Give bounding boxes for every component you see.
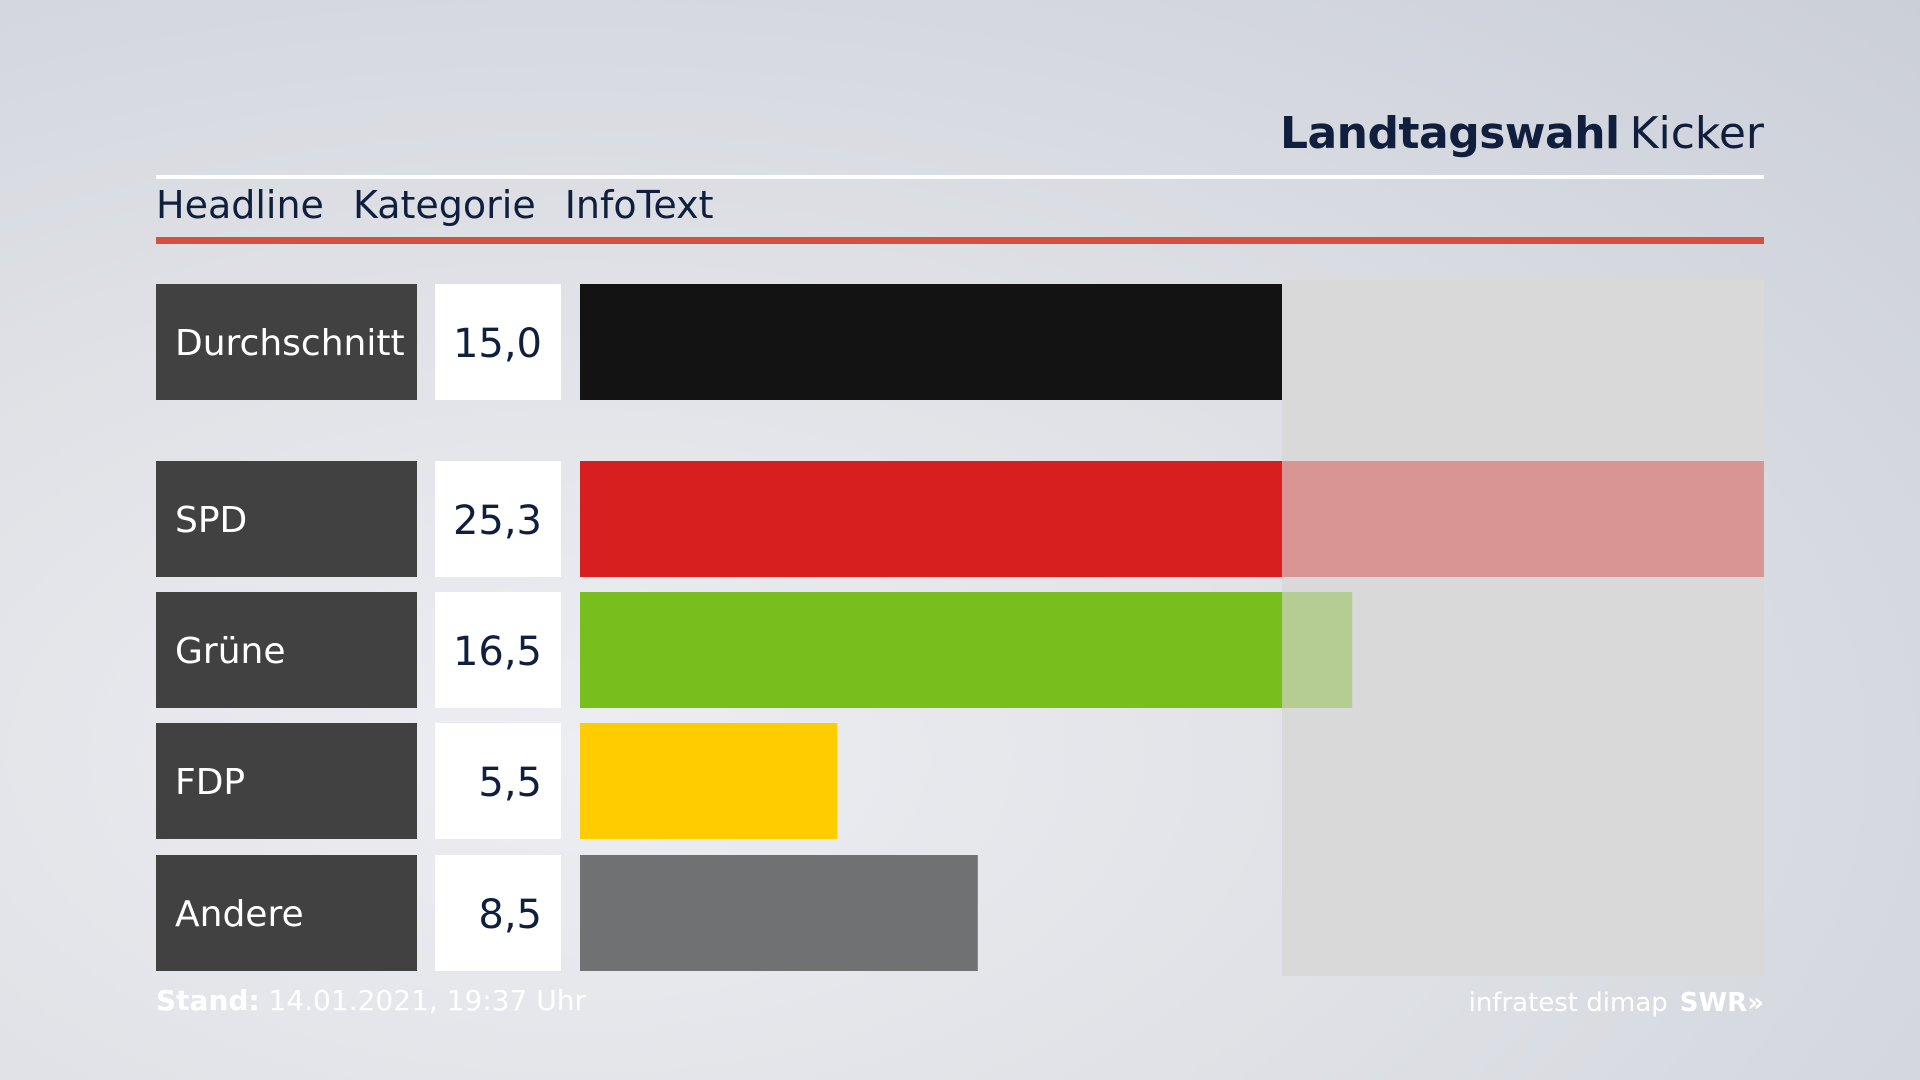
- category-label-spd: SPD: [175, 500, 247, 541]
- bar-extension-spd: [1282, 461, 1764, 577]
- bar-andere: [580, 855, 978, 971]
- accent-divider: [156, 237, 1764, 244]
- bar-gruene: [580, 592, 1282, 708]
- value-label-andere: 8,5: [478, 892, 542, 938]
- category-label-box-gruene: [156, 592, 417, 708]
- value-label-fdp: 5,5: [478, 760, 542, 806]
- reference-panel: [1282, 280, 1764, 976]
- tab-kategorie: Kategorie: [352, 183, 536, 227]
- timestamp-line: Stand: 14.01.2021, 19:37 Uhr: [156, 984, 586, 1017]
- category-label-andere: Andere: [175, 894, 304, 935]
- source-line: infratest dimap SWR»: [1469, 988, 1764, 1018]
- bar-fdp: [580, 723, 838, 839]
- category-label-box-durchschnitt: [156, 284, 417, 400]
- title-bold: Landtagswahl: [1279, 108, 1620, 159]
- source-label: infratest dimap: [1468, 988, 1668, 1018]
- title-regular: Kicker: [1629, 108, 1764, 159]
- tab-headline: Headline: [156, 183, 324, 227]
- bar-spd: [580, 461, 1282, 577]
- tab-bar: Headline Kategorie InfoText: [156, 183, 742, 227]
- swr-logo: SWR»: [1679, 988, 1764, 1018]
- value-box-spd: [435, 461, 561, 577]
- category-label-box-spd: [156, 461, 417, 577]
- value-label-durchschnitt: 15,0: [453, 321, 542, 367]
- stand-label: Stand:: [156, 984, 260, 1017]
- value-box-andere: [435, 855, 561, 971]
- value-label-gruene: 16,5: [453, 629, 542, 675]
- value-box-fdp: [435, 723, 561, 839]
- value-label-spd: 25,3: [453, 498, 542, 544]
- value-box-gruene: [435, 592, 561, 708]
- category-label-durchschnitt: Durchschnitt: [175, 323, 405, 364]
- category-label-box-andere: [156, 855, 417, 971]
- category-label-gruene: Grüne: [175, 631, 285, 672]
- bar-extension-gruene: [1282, 592, 1353, 708]
- chart-title: Landtagswahl Kicker: [1280, 108, 1764, 159]
- top-divider: [156, 175, 1764, 179]
- bar-durchschnitt: [580, 284, 1282, 400]
- category-label-fdp: FDP: [175, 762, 245, 803]
- value-box-durchschnitt: [435, 284, 561, 400]
- timestamp: 14.01.2021, 19:37 Uhr: [268, 984, 586, 1017]
- category-label-box-fdp: [156, 723, 417, 839]
- tab-infotext: InfoText: [564, 183, 714, 227]
